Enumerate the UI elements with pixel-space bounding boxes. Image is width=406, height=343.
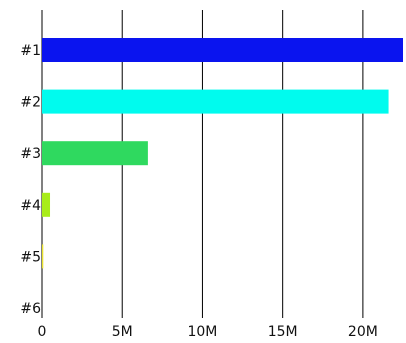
x-tick-label: 15M — [268, 324, 298, 339]
y-tick-label: #3 — [20, 146, 41, 162]
x-tick-label: 10M — [187, 324, 217, 339]
bar-3 — [42, 141, 148, 166]
bar-2 — [42, 89, 389, 114]
y-tick-label: #2 — [20, 95, 41, 111]
y-tick-label: #5 — [20, 249, 41, 265]
x-tick-label: 0 — [38, 324, 47, 339]
y-tick-label: #6 — [20, 301, 41, 317]
x-tick-label: 5M — [112, 324, 133, 339]
y-tick-label: #1 — [20, 43, 41, 59]
x-tick-label: 20M — [348, 324, 378, 339]
y-tick-label: #4 — [20, 198, 41, 214]
bar-1 — [42, 38, 403, 62]
bar-5 — [42, 244, 44, 269]
bar-4 — [42, 192, 51, 217]
